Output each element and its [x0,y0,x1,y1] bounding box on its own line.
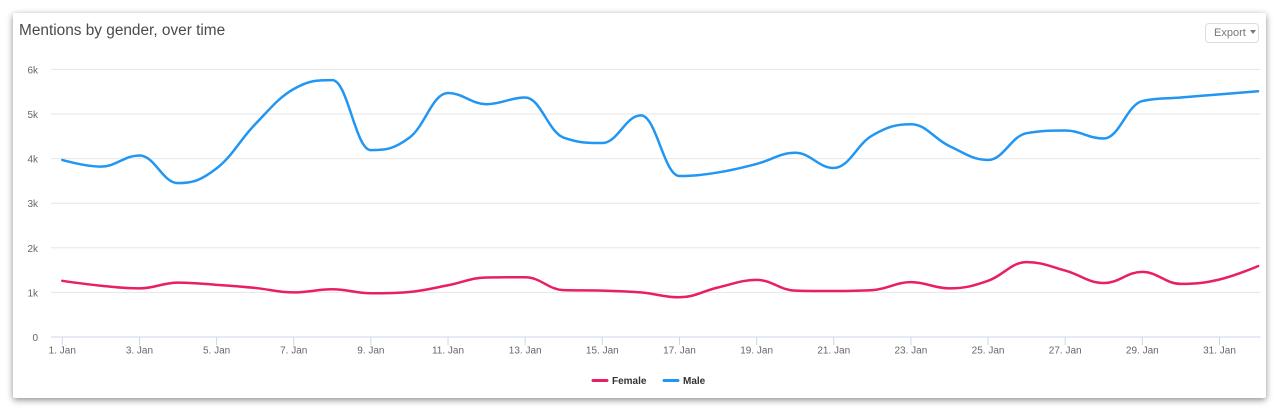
svg-text:11. Jan: 11. Jan [432,346,464,357]
svg-text:3. Jan: 3. Jan [126,346,153,357]
svg-text:6k: 6k [27,65,39,76]
svg-text:25. Jan: 25. Jan [972,346,1005,357]
svg-text:2k: 2k [27,244,39,255]
svg-text:3k: 3k [27,199,39,210]
svg-text:1. Jan: 1. Jan [49,346,76,357]
svg-text:5. Jan: 5. Jan [203,346,230,357]
svg-text:15. Jan: 15. Jan [586,346,619,357]
svg-text:31. Jan: 31. Jan [1203,346,1236,357]
svg-text:13. Jan: 13. Jan [509,346,542,357]
svg-text:1k: 1k [27,288,39,299]
svg-text:4k: 4k [27,155,39,166]
svg-text:Female: Female [612,376,647,387]
svg-text:9. Jan: 9. Jan [357,346,384,357]
svg-text:7. Jan: 7. Jan [280,346,307,357]
svg-text:23. Jan: 23. Jan [895,346,928,357]
svg-text:29. Jan: 29. Jan [1126,346,1159,357]
svg-text:Male: Male [683,376,706,387]
svg-text:21. Jan: 21. Jan [817,346,850,357]
svg-text:19. Jan: 19. Jan [740,346,773,357]
svg-text:17. Jan: 17. Jan [663,346,696,357]
svg-text:27. Jan: 27. Jan [1049,346,1082,357]
svg-text:5k: 5k [27,110,39,121]
svg-text:0: 0 [32,333,38,344]
